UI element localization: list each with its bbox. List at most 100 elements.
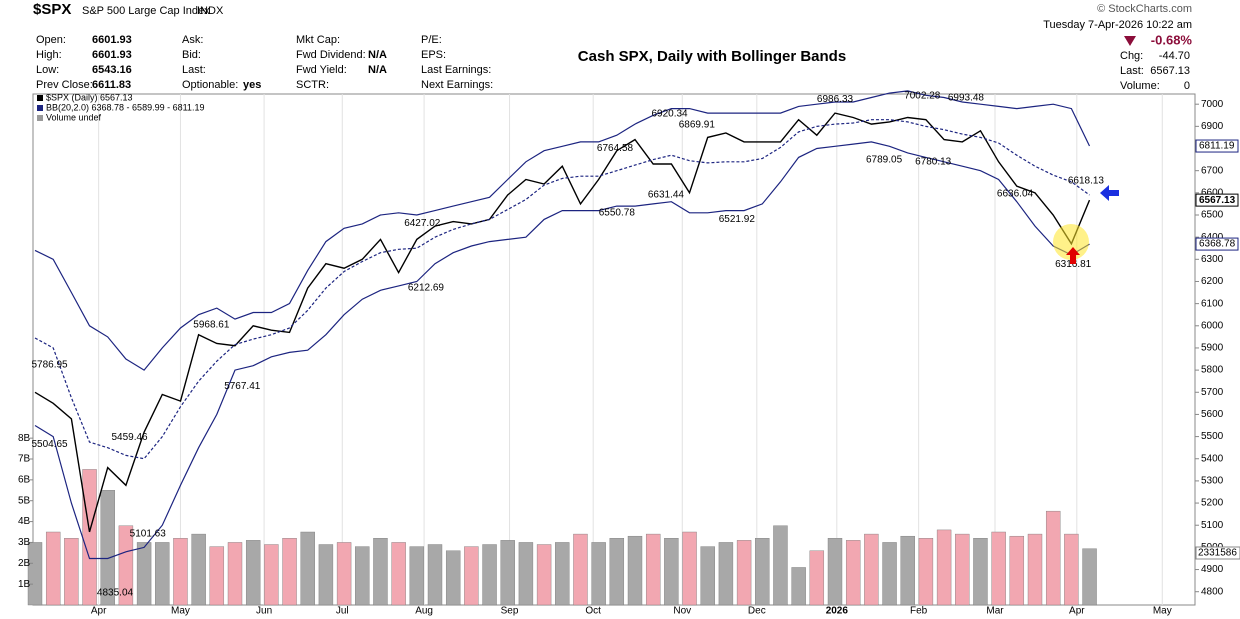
x-tick-label: Nov bbox=[673, 606, 691, 617]
low-label: 6789.05 bbox=[866, 155, 903, 166]
volume-bar bbox=[173, 538, 188, 606]
high-label: 6920.34 bbox=[651, 108, 688, 119]
low-label: 6316.81 bbox=[1055, 259, 1092, 270]
legend-swatch bbox=[37, 95, 43, 101]
volume-bar bbox=[227, 542, 243, 606]
volume-bar bbox=[100, 490, 115, 606]
x-tick-label: May bbox=[1153, 606, 1172, 617]
x-tick-label: May bbox=[171, 606, 190, 617]
y-tick-label: 5600 bbox=[1201, 409, 1224, 420]
bollinger-band bbox=[34, 90, 1091, 371]
high-label: 6986.33 bbox=[817, 94, 854, 105]
volume-bar bbox=[718, 542, 734, 606]
y2-tick-label: 5B bbox=[18, 495, 31, 506]
quote-value: yes bbox=[243, 79, 261, 91]
symbol: $SPX bbox=[33, 1, 71, 18]
volume-bar bbox=[245, 540, 261, 606]
volume-bar bbox=[955, 533, 970, 606]
volume-bar bbox=[809, 550, 825, 606]
copyright: © StockCharts.com bbox=[1097, 3, 1192, 15]
volume-bar bbox=[300, 531, 315, 606]
x-tick-label: Aug bbox=[415, 606, 433, 617]
volume-bar bbox=[282, 538, 297, 606]
quote-label: SCTR: bbox=[296, 79, 329, 91]
volume-bar bbox=[482, 544, 497, 606]
high-label: 5459.46 bbox=[111, 432, 148, 443]
quote-label: Fwd Yield: bbox=[296, 64, 347, 76]
quote-label: High: bbox=[36, 49, 62, 61]
change-pct: -0.68% bbox=[1151, 32, 1193, 47]
down-triangle bbox=[1124, 36, 1136, 46]
y-tick-label: 6600 bbox=[1201, 187, 1224, 198]
volume-bar bbox=[1045, 510, 1061, 606]
volume-bar bbox=[264, 544, 279, 606]
y2-tick-label: 4B bbox=[18, 516, 31, 527]
y-tick-label: 6500 bbox=[1201, 210, 1224, 221]
value-tag: 6368.78 bbox=[1199, 239, 1236, 250]
y-tick-label: 5200 bbox=[1201, 498, 1224, 509]
volume-bar bbox=[82, 469, 97, 606]
y-tick-label: 6300 bbox=[1201, 254, 1224, 265]
y-tick-label: 6400 bbox=[1201, 232, 1224, 243]
y-tick-label: 6000 bbox=[1201, 320, 1224, 331]
volume-bar bbox=[627, 535, 643, 606]
quote-label: Next Earnings: bbox=[421, 79, 493, 91]
x-tick-label: Apr bbox=[91, 606, 107, 617]
high-label: 7002.28 bbox=[904, 90, 941, 101]
volume-bar bbox=[555, 542, 570, 606]
legend-swatch bbox=[37, 115, 43, 121]
y-tick-label: 4900 bbox=[1201, 564, 1224, 575]
x-tick-label: Sep bbox=[501, 606, 519, 617]
volume-bar bbox=[209, 546, 225, 606]
x-tick-label: Dec bbox=[748, 606, 766, 617]
volume-bar bbox=[682, 531, 697, 606]
high-label: 5786.95 bbox=[31, 360, 68, 371]
y-tick-label: 5400 bbox=[1201, 453, 1224, 464]
y-tick-label: 5100 bbox=[1201, 520, 1224, 531]
datetime: Tuesday 7-Apr-2026 10:22 am bbox=[1043, 19, 1192, 31]
stat-label: Volume: bbox=[1120, 80, 1160, 92]
low-label: 6550.78 bbox=[599, 207, 636, 218]
volume-bar bbox=[664, 538, 679, 606]
volume-bar bbox=[318, 544, 334, 606]
y-tick-label: 6900 bbox=[1201, 121, 1224, 132]
legend-entry: BB(20,2.0) 6368.78 - 6589.99 - 6811.19 bbox=[46, 102, 204, 112]
value-tag-box bbox=[1195, 237, 1239, 251]
x-tick-label: Mar bbox=[986, 606, 1004, 617]
volume-bar bbox=[973, 538, 988, 606]
red-arrow bbox=[1066, 247, 1080, 264]
price-line bbox=[34, 112, 1091, 533]
volume-bar bbox=[609, 538, 625, 606]
low-label: 5767.41 bbox=[224, 381, 261, 392]
volume-bar bbox=[736, 540, 752, 606]
stat-value: -44.70 bbox=[1159, 50, 1190, 62]
volume-bar bbox=[427, 544, 443, 606]
volume-bar bbox=[936, 529, 952, 606]
quote-label: Mkt Cap: bbox=[296, 34, 340, 46]
quote-value: N/A bbox=[368, 49, 387, 61]
y2-tick-label: 7B bbox=[18, 454, 31, 465]
y2-tick-label: 3B bbox=[18, 537, 31, 548]
x-tick-label: 2026 bbox=[826, 606, 849, 617]
blue-arrow bbox=[1100, 185, 1119, 201]
chart-title: Cash SPX, Daily with Bollinger Bands bbox=[578, 48, 846, 65]
quote-label: P/E: bbox=[421, 34, 442, 46]
quote-label: Ask: bbox=[182, 34, 203, 46]
quote-value: 6601.93 bbox=[92, 49, 132, 61]
volume-bar bbox=[900, 535, 915, 606]
y-tick-label: 5700 bbox=[1201, 387, 1224, 398]
volume-bar bbox=[591, 542, 606, 606]
y-tick-label: 5300 bbox=[1201, 476, 1224, 487]
volume-tag: 2331586 bbox=[1198, 548, 1237, 559]
x-tick-label: Oct bbox=[585, 606, 601, 617]
quote-label: EPS: bbox=[421, 49, 446, 61]
high-label: 6993.48 bbox=[948, 92, 985, 103]
volume-bar bbox=[45, 531, 61, 606]
volume-bar bbox=[827, 538, 843, 606]
low-label: 6631.44 bbox=[648, 190, 685, 201]
volume-bar bbox=[536, 544, 552, 606]
quote-value: 6601.93 bbox=[92, 34, 132, 46]
stat-label: Chg: bbox=[1120, 50, 1143, 62]
exchange: INDX bbox=[197, 5, 224, 17]
